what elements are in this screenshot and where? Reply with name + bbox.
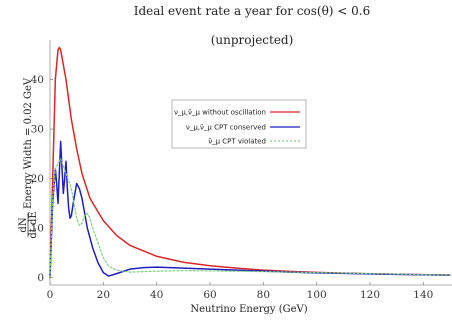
chart-title: Ideal event rate a year for cos(θ) < 0.6 (134, 4, 371, 18)
y-axis-label-text: Energy Width = 0.02 GeV (23, 77, 34, 209)
plot-frame (49, 40, 452, 286)
y-tick-label: 20 (31, 173, 44, 185)
legend-label-0: ν_μ,ν̄_μ without oscillation (174, 109, 266, 117)
x-tick-label: 100 (307, 289, 327, 301)
y-tick-label: 40 (31, 74, 44, 86)
y-tick-label: 10 (31, 223, 44, 235)
y-axis-label-numerator: dN (18, 217, 29, 232)
legend: ν_μ,ν̄_μ without oscillation ν_μ,ν̄_μ CPT… (171, 99, 307, 149)
x-tick-label: 120 (360, 289, 380, 301)
x-tick-label: 40 (150, 289, 163, 301)
legend-box (171, 99, 307, 149)
y-axis-label-denominator: dt dE (28, 211, 39, 238)
y-axis-ticks: 0 10 20 30 40 (31, 74, 53, 284)
x-axis-label: Neutrino Energy (GeV) (190, 304, 307, 315)
x-tick-label: 60 (203, 289, 216, 301)
x-tick-label: 140 (413, 289, 433, 301)
chart-subtitle: (unprojected) (211, 33, 294, 47)
x-axis-ticks: 0 20 40 60 80 100 120 140 (47, 282, 433, 301)
legend-label-1: ν_μ,ν̄_μ CPT conserved (186, 124, 266, 132)
series-lines (49, 46, 451, 279)
x-tick-label: 0 (47, 289, 54, 301)
x-tick-label: 20 (97, 289, 110, 301)
series-line-2 (49, 158, 451, 279)
legend-label-2: ν̄_μ CPT violated (208, 138, 266, 146)
x-tick-label: 80 (257, 289, 270, 301)
y-axis-label: dN dt dE Energy Width = 0.02 GeV (18, 77, 39, 239)
y-tick-label: 0 (37, 272, 44, 284)
series-line-1 (49, 140, 451, 279)
y-tick-label: 30 (31, 124, 44, 136)
series-line-0 (49, 46, 451, 279)
